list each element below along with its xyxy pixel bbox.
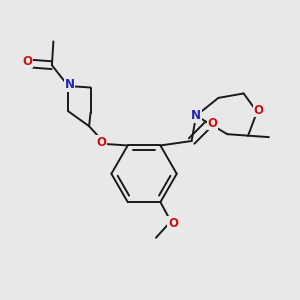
- Text: O: O: [207, 117, 218, 130]
- Text: O: O: [254, 104, 263, 117]
- Text: O: O: [22, 55, 32, 68]
- Text: O: O: [97, 136, 107, 149]
- Text: O: O: [168, 217, 178, 230]
- Text: N: N: [191, 109, 201, 122]
- Text: N: N: [65, 78, 75, 91]
